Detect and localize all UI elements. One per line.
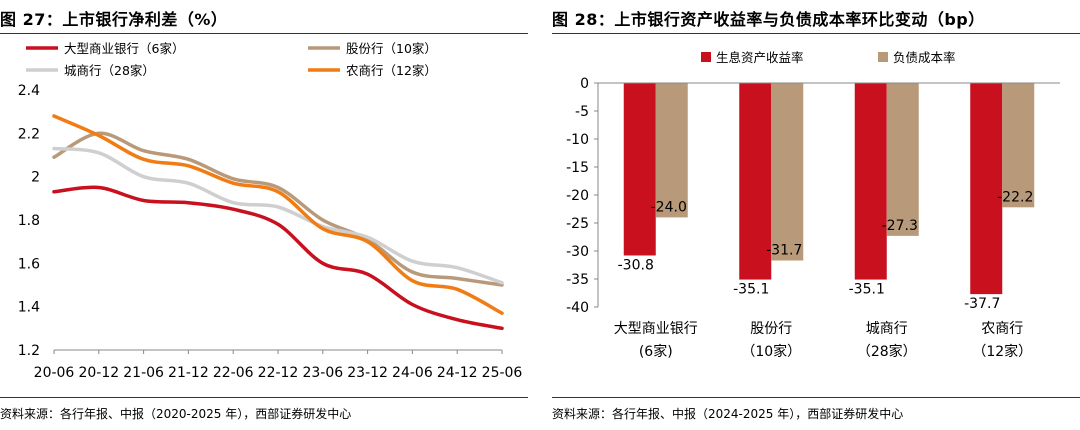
series-line-0 bbox=[52, 185, 504, 331]
y-tick-label-3: -15 bbox=[566, 160, 589, 176]
series-line-3 bbox=[52, 114, 504, 315]
y-tick-label-7: -35 bbox=[566, 272, 589, 288]
y-tick-label-3: 1.8 bbox=[18, 213, 40, 229]
x-tick-label-9: 24-12 bbox=[437, 365, 478, 381]
x-tick-label-4: 22-06 bbox=[213, 365, 254, 381]
left-figure: 图 27：上市银行净利差（%） 1.2 1.4 1.6 1.8 2 2.2 2.4 20-06… bbox=[0, 0, 528, 430]
legend-label-0: 生息资产收益率 bbox=[716, 50, 804, 65]
x-tick-label-8: 24-06 bbox=[392, 365, 433, 381]
y-tick-label-8: -40 bbox=[566, 300, 589, 316]
data-label-2-1: -27.3 bbox=[882, 218, 918, 234]
y-tick-label-5: 2.2 bbox=[18, 126, 40, 142]
category-label-3: 农商行 bbox=[981, 321, 1023, 337]
category-label-0: 大型商业银行 bbox=[614, 321, 698, 337]
right-top-rule bbox=[552, 33, 1080, 34]
data-label-1-1: -31.7 bbox=[766, 243, 802, 259]
y-tick-label-1: 1.4 bbox=[18, 300, 40, 316]
legend-swatch-0 bbox=[701, 52, 711, 62]
legend-label-3: 农商行（12家） bbox=[346, 63, 437, 78]
y-tick-label-5: -25 bbox=[566, 216, 589, 232]
legend-label-2: 城商行（28家） bbox=[64, 63, 155, 78]
right-bar-chart: 0 -5 -10 -15 -20 -25 -30 -35 -40 -30.8 -24.0 大型商业银行… bbox=[566, 50, 1060, 360]
series-line-2 bbox=[52, 146, 504, 285]
bar-0-1 bbox=[655, 83, 688, 218]
y-tick-label-0: 0 bbox=[580, 76, 589, 92]
data-label-3-0: -37.7 bbox=[964, 296, 1000, 312]
legend-label-1: 负债成本率 bbox=[893, 50, 956, 65]
y-tick-label-4: -20 bbox=[566, 188, 589, 204]
right-source-note: 资料来源：各行年报、中报（2024-2025 年），西部证券研发中心 bbox=[552, 407, 904, 421]
right-chart-title: 图 28：上市银行资产收益率与负债成本率环比变动（bp） bbox=[552, 10, 985, 29]
y-tick-label-6: 2.4 bbox=[18, 83, 40, 99]
bar-1-1 bbox=[771, 83, 804, 261]
x-tick-label-0: 20-06 bbox=[34, 365, 75, 381]
right-bottom-rule bbox=[552, 397, 1080, 398]
legend-label-0: 大型商业银行（6家） bbox=[64, 41, 184, 56]
x-tick-label-1: 20-12 bbox=[78, 365, 119, 381]
x-tick-label-3: 21-12 bbox=[168, 365, 209, 381]
category-sublabel-3: （12家） bbox=[972, 343, 1032, 360]
legend-label-1: 股份行（10家） bbox=[346, 41, 437, 56]
category-label-1: 股份行 bbox=[750, 321, 792, 337]
y-tick-label-6: -30 bbox=[566, 244, 589, 260]
x-tick-label-10: 25-06 bbox=[482, 365, 523, 381]
category-sublabel-2: （28家） bbox=[857, 343, 917, 360]
left-top-rule bbox=[0, 33, 528, 34]
x-tick-label-2: 21-06 bbox=[123, 365, 164, 381]
bar-2-0 bbox=[854, 83, 887, 280]
series-line-1 bbox=[52, 131, 504, 287]
x-tick-label-6: 23-06 bbox=[302, 365, 343, 381]
bar-0-0 bbox=[623, 83, 656, 256]
left-chart-title: 图 27：上市银行净利差（%） bbox=[0, 10, 228, 29]
bar-3-0 bbox=[970, 83, 1003, 295]
legend-swatch-1 bbox=[878, 52, 888, 62]
x-tick-label-7: 23-12 bbox=[347, 365, 388, 381]
x-tick-label-5: 22-12 bbox=[258, 365, 299, 381]
data-label-0-0: -30.8 bbox=[618, 257, 654, 273]
y-tick-label-4: 2 bbox=[31, 170, 40, 186]
bar-1-0 bbox=[739, 83, 772, 280]
y-tick-label-1: -5 bbox=[575, 104, 589, 120]
data-label-2-0: -35.1 bbox=[849, 282, 885, 298]
y-tick-label-2: 1.6 bbox=[18, 256, 40, 272]
right-figure: 图 28：上市银行资产收益率与负债成本率环比变动（bp） 0 -5 -10 -15 -2… bbox=[552, 0, 1080, 430]
left-line-chart: 1.21.41.61.822.22.420-06 20-12 21-06 21-12 2… bbox=[18, 41, 523, 381]
category-label-2: 城商行 bbox=[866, 321, 908, 337]
left-bottom-rule bbox=[0, 397, 528, 398]
bar-3-1 bbox=[1002, 83, 1035, 208]
y-tick-label-0: 1.2 bbox=[18, 343, 40, 359]
data-label-1-0: -35.1 bbox=[733, 282, 769, 298]
category-sublabel-1: （10家） bbox=[741, 343, 801, 360]
data-label-3-1: -22.2 bbox=[997, 189, 1033, 205]
category-sublabel-0: (6家) bbox=[639, 343, 673, 360]
bar-2-1 bbox=[886, 83, 919, 236]
y-tick-label-2: -10 bbox=[566, 132, 589, 148]
data-label-0-1: -24.0 bbox=[651, 199, 687, 215]
left-source-note: 资料来源：各行年报、中报（2020-2025 年），西部证券研发中心 bbox=[0, 407, 352, 421]
